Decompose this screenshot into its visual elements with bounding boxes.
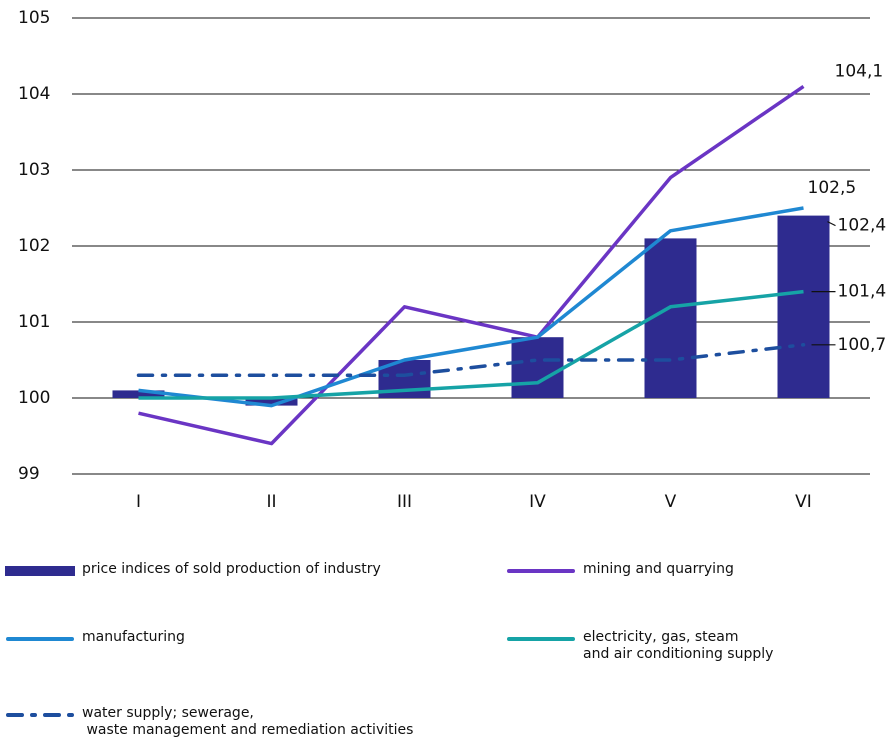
- legend-swatch: [5, 566, 75, 576]
- series-line: [138, 206, 804, 408]
- legend-label: electricity, gas, steam and air conditio…: [583, 629, 774, 662]
- legend-swatch: [6, 713, 74, 717]
- series-line: [138, 84, 805, 446]
- legend-swatch: [507, 569, 575, 573]
- x-tick-label: IV: [529, 492, 546, 512]
- legend-label: price indices of sold production of indu…: [82, 561, 381, 577]
- data-label: 102,4: [838, 216, 887, 236]
- legend-item: price indices of sold production of indu…: [5, 561, 381, 578]
- series-line: [136, 343, 806, 377]
- y-tick-label: 103: [18, 160, 50, 180]
- swatch-bar: [5, 566, 75, 576]
- legend-label: water supply; sewerage, waste management…: [82, 705, 414, 738]
- legend-label: manufacturing: [82, 629, 185, 645]
- data-label: 102,5: [808, 178, 857, 198]
- x-tick-label: III: [397, 492, 412, 512]
- x-tick-label: VI: [795, 492, 812, 512]
- legend-item: manufacturing: [5, 629, 185, 646]
- data-label: 101,4: [838, 282, 887, 302]
- y-tick-label: 101: [18, 312, 50, 332]
- series-line: [138, 289, 804, 400]
- x-tick-label: V: [665, 492, 677, 512]
- legend-item: water supply; sewerage, waste management…: [5, 705, 413, 739]
- x-tick-label: II: [266, 492, 276, 512]
- data-label: 100,7: [838, 335, 887, 355]
- y-tick-label: 104: [18, 84, 50, 104]
- legend-swatch: [6, 637, 74, 641]
- bar: [112, 390, 165, 398]
- leader-line: [827, 221, 836, 227]
- bar: [511, 337, 564, 398]
- legend-swatch: [507, 637, 575, 641]
- x-tick-label: I: [136, 492, 141, 512]
- legend-item: mining and quarrying: [506, 561, 734, 578]
- legend-item: electricity, gas, steam and air conditio…: [506, 629, 773, 663]
- y-tick-label: 102: [18, 236, 50, 256]
- y-tick-label: 99: [18, 464, 40, 484]
- data-label: 104,1: [835, 61, 884, 81]
- legend-label: mining and quarrying: [583, 561, 734, 577]
- y-tick-label: 100: [18, 388, 50, 408]
- bar: [777, 215, 830, 398]
- bar: [245, 398, 298, 406]
- y-tick-label: 105: [18, 8, 50, 28]
